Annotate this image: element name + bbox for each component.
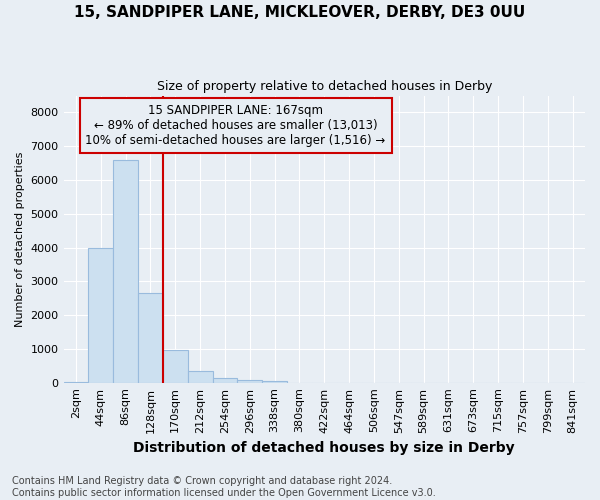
Bar (212, 378, 238, 382)
Text: 15, SANDPIPER LANE, MICKLEOVER, DERBY, DE3 0UU: 15, SANDPIPER LANE, MICKLEOVER, DERBY, D… (74, 5, 526, 20)
Title: Size of property relative to detached houses in Derby: Size of property relative to detached ho… (157, 80, 492, 93)
Bar (113, 160, 138, 382)
Bar (238, 380, 262, 382)
Y-axis label: Number of detached properties: Number of detached properties (15, 152, 25, 327)
Text: Contains HM Land Registry data © Crown copyright and database right 2024.
Contai: Contains HM Land Registry data © Crown c… (12, 476, 436, 498)
Bar (188, 371, 212, 382)
Bar (163, 350, 188, 382)
Text: 15 SANDPIPER LANE: 167sqm
← 89% of detached houses are smaller (13,013)
10% of s: 15 SANDPIPER LANE: 167sqm ← 89% of detac… (85, 104, 386, 147)
Bar (88, 248, 113, 382)
Bar (262, 381, 287, 382)
X-axis label: Distribution of detached houses by size in Derby: Distribution of detached houses by size … (133, 441, 515, 455)
Bar (138, 293, 163, 382)
